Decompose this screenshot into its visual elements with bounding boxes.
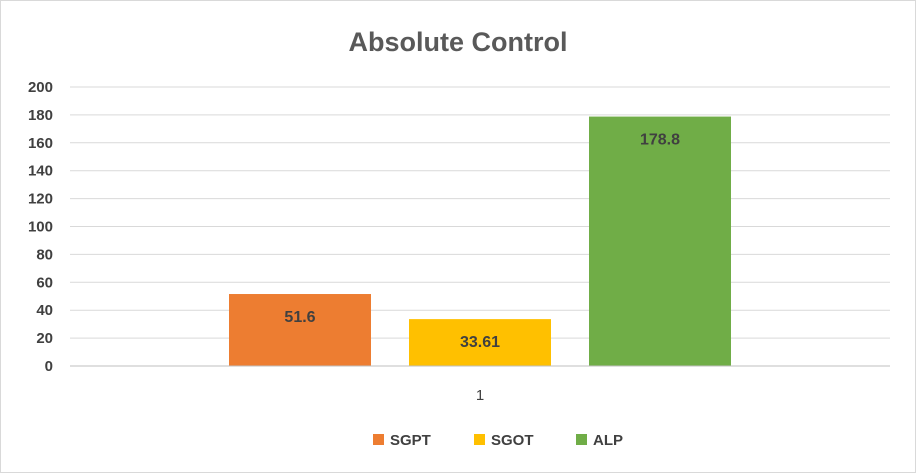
y-tick-label: 100 (28, 219, 53, 236)
legend-label-sgpt: SGPT (390, 432, 431, 449)
y-tick-label: 40 (36, 302, 53, 319)
legend-swatch-alp (576, 434, 587, 445)
x-category-label: 1 (476, 387, 484, 404)
bar-alp (589, 116, 731, 366)
data-label-sgot: 33.61 (460, 334, 500, 351)
bars (229, 116, 731, 366)
y-tick-label: 20 (36, 330, 53, 347)
y-axis-ticks: 0 20 40 60 80 100 120 140 160 180 200 (28, 79, 53, 375)
legend-label-alp: ALP (593, 432, 623, 449)
bar-sgpt (229, 294, 371, 366)
chart-title: Absolute Control (349, 27, 568, 57)
y-tick-label: 200 (28, 79, 53, 96)
data-label-alp: 178.8 (640, 132, 680, 149)
bar-sgot (409, 319, 551, 366)
legend: SGPT SGOT ALP (373, 432, 623, 449)
gridlines (70, 86, 890, 339)
data-label-sgpt: 51.6 (284, 309, 315, 326)
legend-swatch-sgpt (373, 434, 384, 445)
data-labels: 51.6 33.61 178.8 (284, 132, 680, 352)
y-tick-label: 160 (28, 135, 53, 152)
y-tick-label: 0 (45, 358, 53, 375)
y-tick-label: 80 (36, 246, 53, 263)
y-tick-label: 60 (36, 274, 53, 291)
legend-label-sgot: SGOT (491, 432, 534, 449)
y-tick-label: 180 (28, 107, 53, 124)
legend-swatch-sgot (474, 434, 485, 445)
y-tick-label: 120 (28, 191, 53, 208)
y-tick-label: 140 (28, 163, 53, 180)
